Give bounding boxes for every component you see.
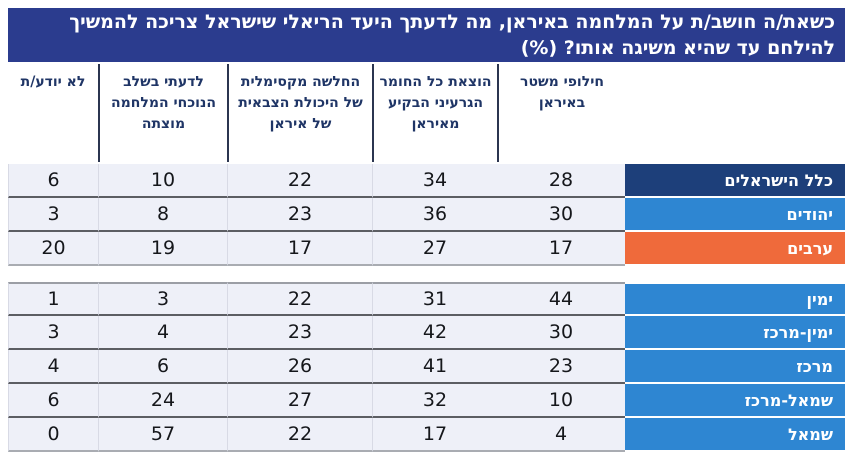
data-cell: 27	[227, 384, 372, 418]
table-group-population: כלל הישראלים 28 34 22 10 6 יהודים 30 36 …	[8, 164, 845, 266]
data-cell: 6	[98, 350, 227, 384]
row-label: יהודים	[625, 198, 845, 232]
data-cell: 10	[98, 164, 227, 198]
data-cell: 26	[227, 350, 372, 384]
data-cell: 3	[8, 316, 98, 350]
column-header-regime-change: חילופי משטר באיראן	[497, 64, 625, 162]
data-cell: 3	[8, 198, 98, 232]
chart-title: כשאת/ה חושב/ת על המלחמה באיראן, מה לדעתך…	[8, 8, 845, 62]
data-cell: 4	[98, 316, 227, 350]
table-row: כלל הישראלים 28 34 22 10 6	[8, 164, 845, 198]
table-header-row: חילופי משטר באיראן הוצאת כל החומר הגרעינ…	[8, 64, 845, 162]
data-cell: 8	[98, 198, 227, 232]
data-cell: 42	[372, 316, 497, 350]
row-label: ערבים	[625, 232, 845, 266]
table-row: ימין 44 31 22 3 1	[8, 282, 845, 316]
data-cell: 44	[497, 282, 625, 316]
table-row: ימין-מרכז 30 42 23 4 3	[8, 316, 845, 350]
data-cell: 17	[372, 418, 497, 452]
data-cell: 6	[8, 164, 98, 198]
table-group-political: ימין 44 31 22 3 1 ימין-מרכז 30 42 23 4 3…	[8, 282, 845, 452]
data-cell: 28	[497, 164, 625, 198]
data-cell: 0	[8, 418, 98, 452]
chart-title-line1: כשאת/ה חושב/ת על המלחמה באיראן, מה לדעתך…	[69, 11, 835, 33]
data-cell: 57	[98, 418, 227, 452]
data-cell: 20	[8, 232, 98, 266]
data-cell: 36	[372, 198, 497, 232]
data-cell: 27	[372, 232, 497, 266]
data-cell: 32	[372, 384, 497, 418]
data-cell: 23	[497, 350, 625, 384]
chart-title-line2: להילחם עד שהיא משיגה אותו? (%)	[520, 37, 835, 59]
column-header-war-exhausted: לדעתי בשלב הנוכחי המלחמה מוצתה	[98, 64, 227, 162]
header-label-spacer	[625, 64, 845, 162]
column-header-dont-know: לא יודע/ת	[20, 74, 86, 90]
data-cell: 34	[372, 164, 497, 198]
table-row: שמאל 4 17 22 57 0	[8, 418, 845, 452]
row-label: שמאל-מרכז	[625, 384, 845, 418]
data-cell: 22	[227, 418, 372, 452]
data-cell: 1	[8, 282, 98, 316]
data-cell: 31	[372, 282, 497, 316]
row-label: ימין	[625, 282, 845, 316]
table-row: מרכז 23 41 26 6 4	[8, 350, 845, 384]
table-row: ערבים 17 27 17 19 20	[8, 232, 845, 266]
data-cell: 23	[227, 198, 372, 232]
data-cell: 4	[8, 350, 98, 384]
row-label: ימין-מרכז	[625, 316, 845, 350]
column-header-nuclear-material: הוצאת כל החומר הגרעיני הבקיע מאיראן	[372, 64, 497, 162]
data-cell: 23	[227, 316, 372, 350]
data-cell: 22	[227, 282, 372, 316]
data-cell: 17	[227, 232, 372, 266]
data-cell: 4	[497, 418, 625, 452]
column-header-weaken-military: החלשה מקסימלית של היכולת הצבאית של איראן	[227, 64, 372, 162]
data-cell: 24	[98, 384, 227, 418]
row-label: מרכז	[625, 350, 845, 384]
data-cell: 30	[497, 316, 625, 350]
data-cell: 6	[8, 384, 98, 418]
row-label: כלל הישראלים	[625, 164, 845, 198]
data-cell: 41	[372, 350, 497, 384]
table-row: יהודים 30 36 23 8 3	[8, 198, 845, 232]
row-label: שמאל	[625, 418, 845, 452]
data-cell: 3	[98, 282, 227, 316]
data-cell: 22	[227, 164, 372, 198]
data-cell: 30	[497, 198, 625, 232]
data-cell: 10	[497, 384, 625, 418]
table-row: שמאל-מרכז 10 32 27 24 6	[8, 384, 845, 418]
data-cell: 19	[98, 232, 227, 266]
data-cell: 17	[497, 232, 625, 266]
